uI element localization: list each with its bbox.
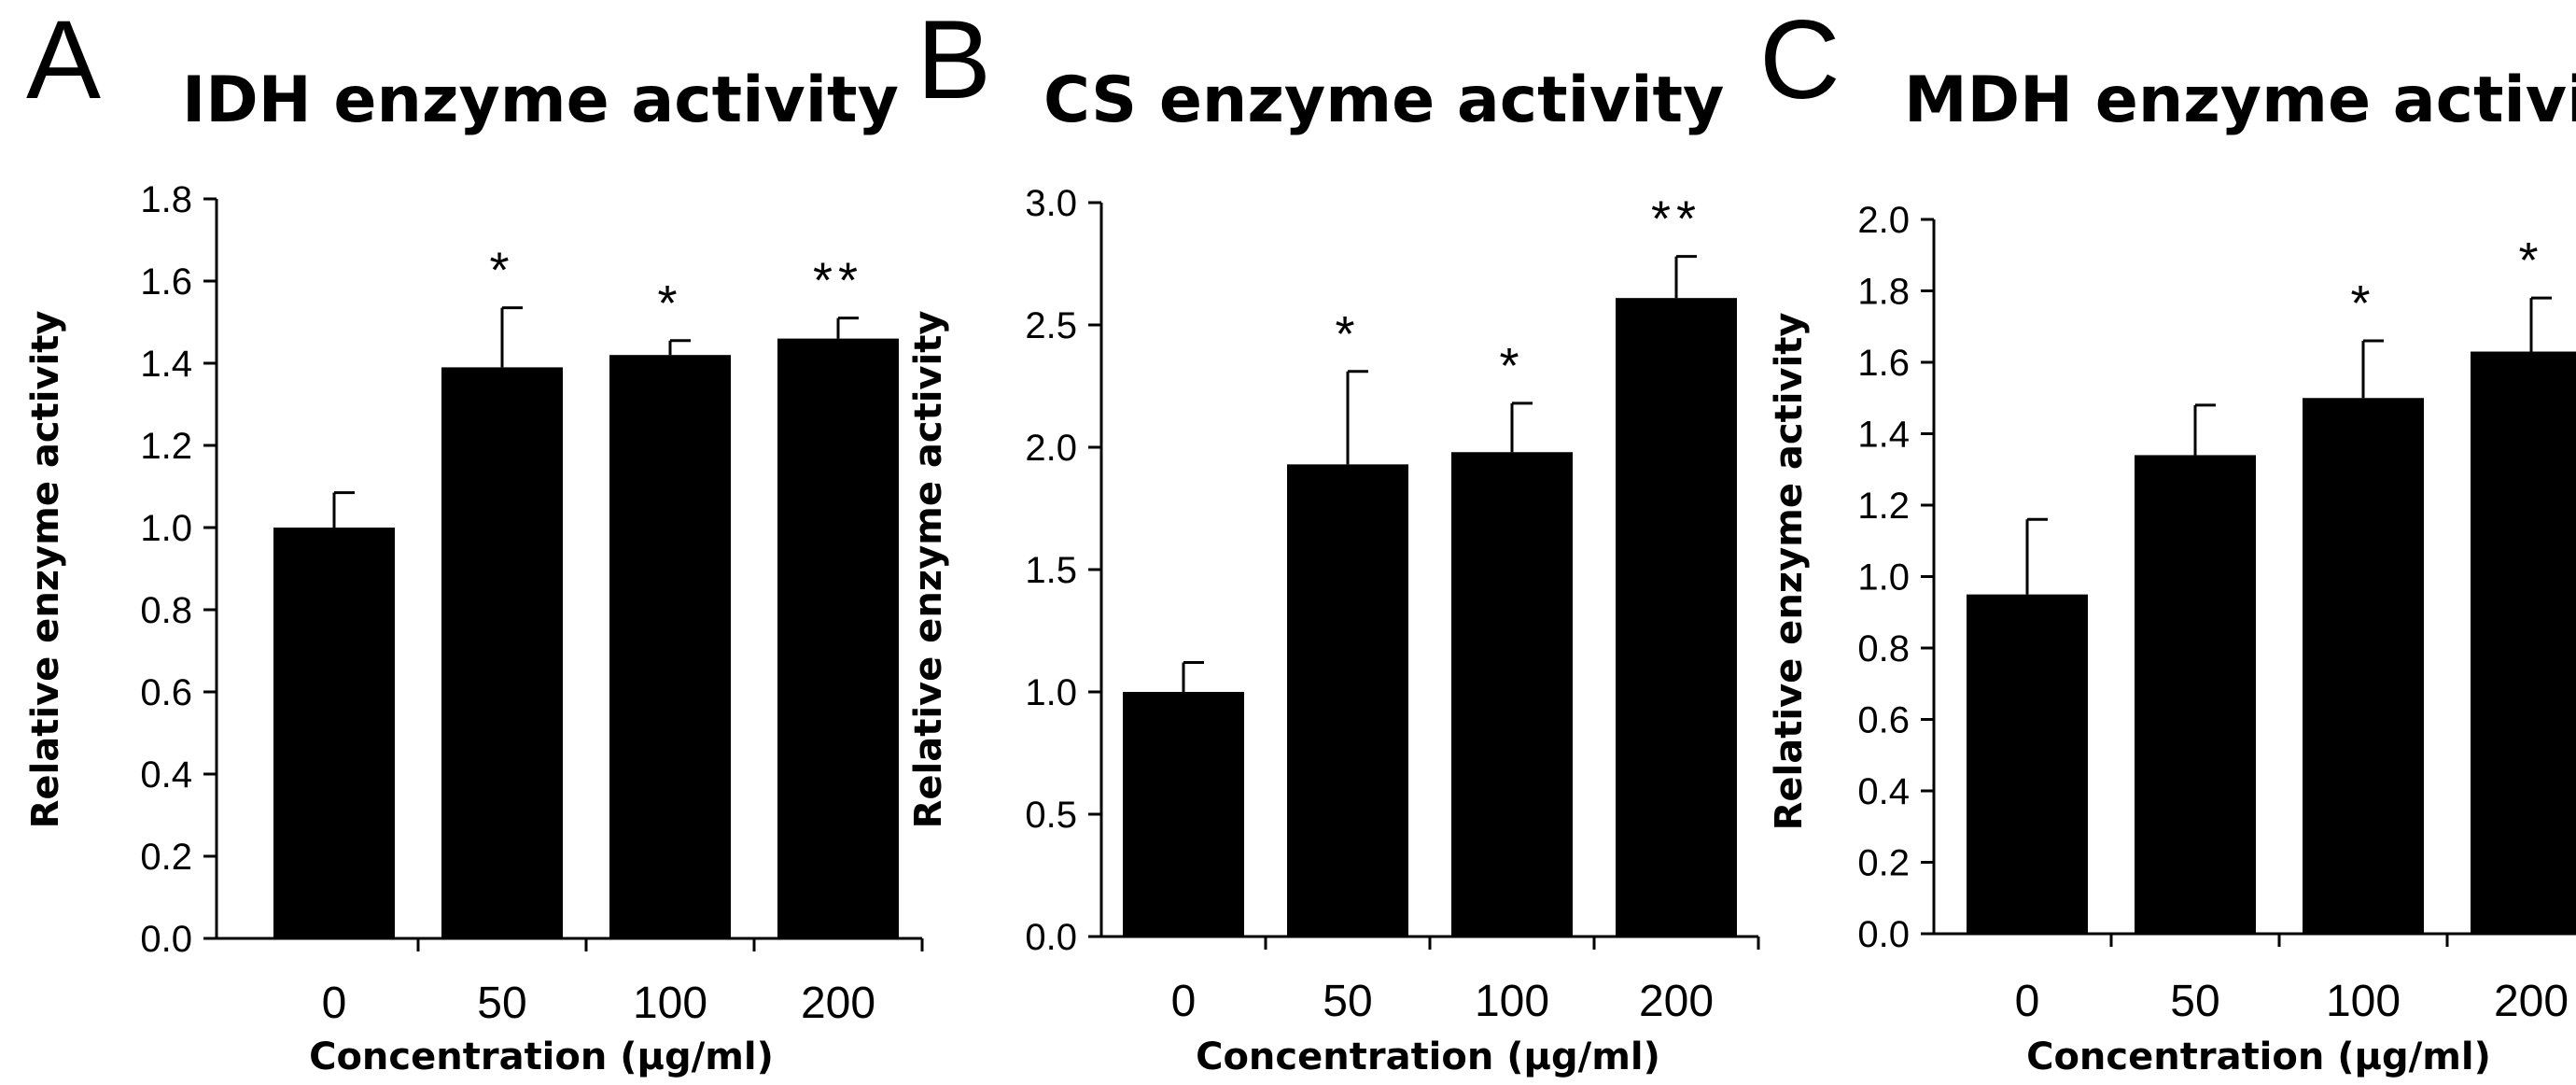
y-tick-label: 1.8	[1857, 272, 1910, 313]
panel-letter: A	[26, 0, 101, 122]
x-tick-label: 0	[322, 979, 347, 1028]
panel-letter: B	[917, 0, 991, 122]
y-tick-label: 0.6	[1857, 700, 1910, 741]
y-tick-label: 0.2	[140, 837, 192, 878]
significance-label: *	[2350, 275, 2375, 331]
panel-letter: C	[1759, 0, 1841, 122]
chart-title: MDH enzyme activity	[1904, 63, 2576, 137]
y-tick-label: 0.0	[1857, 914, 1910, 955]
y-tick-label: 1.4	[140, 344, 192, 385]
bar	[1451, 452, 1573, 937]
bar	[273, 528, 395, 938]
x-tick-label: 50	[1323, 977, 1372, 1026]
y-tick-label: 0.2	[1857, 843, 1910, 884]
bar	[2471, 351, 2576, 934]
x-tick-label: 200	[2494, 977, 2569, 1026]
x-tick-label: 50	[477, 979, 526, 1028]
y-tick-label: 1.0	[1025, 672, 1077, 713]
bar	[1123, 692, 1244, 937]
bar	[1967, 594, 2088, 934]
y-tick-label: 1.8	[140, 179, 192, 220]
y-tick-label: 1.4	[1857, 415, 1910, 456]
y-axis-title: Relative enzyme activity	[907, 311, 950, 829]
significance-label: *	[1335, 306, 1360, 362]
y-tick-label: 0.4	[140, 754, 192, 796]
y-tick-label: 0.6	[140, 672, 192, 713]
chart-title: IDH enzyme activity	[182, 63, 899, 137]
x-tick-label: 100	[1475, 977, 1549, 1026]
bar	[609, 355, 731, 938]
y-tick-label: 0.5	[1025, 795, 1077, 836]
x-tick-label: 100	[633, 979, 707, 1028]
chart-title: CS enzyme activity	[1043, 63, 1724, 137]
y-tick-label: 1.5	[1025, 550, 1077, 591]
bar	[1616, 298, 1737, 937]
y-tick-label: 1.2	[140, 426, 192, 467]
x-tick-label: 0	[1171, 977, 1197, 1026]
bar	[441, 367, 563, 938]
y-tick-label: 0.8	[140, 590, 192, 631]
significance-label: *	[2518, 232, 2543, 289]
x-axis-title: Concentration (μg/ml)	[2026, 1036, 2491, 1078]
y-tick-label: 2.5	[1025, 305, 1077, 346]
y-tick-label: 0.8	[1857, 628, 1910, 669]
y-tick-label: 2.0	[1025, 428, 1077, 469]
bar	[1287, 464, 1408, 937]
y-tick-label: 1.6	[140, 261, 192, 303]
y-tick-label: 0.0	[1025, 917, 1077, 958]
significance-label: *	[657, 275, 682, 331]
y-axis-title: Relative enzyme activity	[1768, 313, 1811, 831]
x-axis-title: Concentration (μg/ml)	[1196, 1036, 1660, 1078]
y-tick-label: 1.0	[1857, 557, 1910, 599]
x-tick-label: 50	[2170, 977, 2219, 1026]
bar	[2303, 398, 2424, 934]
y-tick-label: 1.0	[140, 508, 192, 549]
y-tick-label: 1.6	[1857, 343, 1910, 384]
bar	[2135, 455, 2256, 934]
y-tick-label: 0.0	[140, 919, 192, 960]
x-axis-title: Concentration (μg/ml)	[309, 1036, 774, 1078]
y-axis-title: Relative enzyme activity	[24, 311, 67, 829]
y-tick-label: 1.2	[1857, 486, 1910, 527]
x-tick-label: 100	[2326, 977, 2401, 1026]
significance-label: **	[813, 253, 863, 309]
significance-label: *	[489, 243, 514, 299]
x-tick-label: 0	[2015, 977, 2040, 1026]
x-tick-label: 200	[1639, 977, 1714, 1026]
significance-label: **	[1651, 191, 1701, 247]
x-tick-label: 200	[801, 979, 875, 1028]
bar	[777, 338, 899, 939]
y-tick-label: 3.0	[1025, 183, 1077, 224]
y-tick-label: 0.4	[1857, 771, 1910, 812]
y-tick-label: 2.0	[1857, 200, 1910, 241]
significance-label: *	[1499, 338, 1524, 394]
